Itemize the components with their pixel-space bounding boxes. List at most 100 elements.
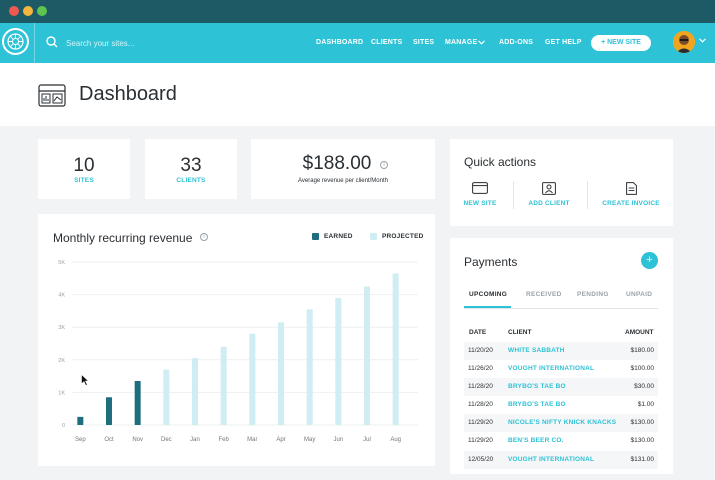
window-titlebar <box>0 0 715 23</box>
quick-action-add-client[interactable]: ADD CLIENT <box>509 179 589 207</box>
projected-bar[interactable] <box>192 358 198 425</box>
table-row[interactable]: 11/28/20 BRYBO'S TAE BO $1.00 <box>464 396 658 414</box>
mrr-bar-chart: 0 1K 2K 3K 4K 5K Sep Oct Nov Dec Jan Feb Mar Apr May Ju… <box>58 260 418 443</box>
browser-window-icon <box>472 182 488 194</box>
mrr-title: Monthly recurring revenue <box>53 231 193 245</box>
row-client-link[interactable]: BEN'S BEER CO. <box>508 437 564 444</box>
x-tick-label: Feb <box>218 437 229 443</box>
table-row[interactable]: 11/26/20 VOUGHT INTERNATIONAL $100.00 <box>464 360 658 378</box>
x-tick-label: Jun <box>333 437 343 443</box>
add-payment-button[interactable]: + <box>641 252 658 269</box>
row-client-link[interactable]: NICOLE'S NIFTY KNICK KNACKS <box>508 419 617 426</box>
column-header-client: CLIENT <box>508 329 532 336</box>
x-tick-label: Jul <box>363 437 371 443</box>
row-date: 11/20/20 <box>468 347 493 354</box>
nav-manage[interactable]: MANAGE <box>445 39 478 46</box>
projected-bar[interactable] <box>278 322 284 425</box>
account-chevron-down-icon[interactable] <box>699 38 706 43</box>
x-tick-label: Aug <box>390 437 401 443</box>
row-amount: $130.00 <box>630 437 655 444</box>
table-row[interactable]: 11/28/20 BRYBO'S TAE BO $30.00 <box>464 378 658 396</box>
average-revenue-label: Average revenue per client/Month <box>298 178 388 184</box>
nav-sites[interactable]: SITES <box>413 39 435 46</box>
table-row[interactable]: 12/05/20 VOUGHT INTERNATIONAL $131.00 <box>464 451 658 469</box>
y-tick-label: 2K <box>58 358 65 364</box>
nav-get-help[interactable]: GET HELP <box>545 39 582 46</box>
tab-unpaid[interactable]: UNPAID <box>626 291 653 298</box>
app-logo[interactable] <box>2 28 29 55</box>
close-window-button[interactable] <box>9 6 19 16</box>
row-date: 11/26/20 <box>468 365 493 372</box>
row-client-link[interactable]: VOUGHT INTERNATIONAL <box>508 456 595 463</box>
projected-bar[interactable] <box>306 309 313 425</box>
quick-action-divider <box>513 181 514 209</box>
search-input[interactable] <box>66 36 216 50</box>
search-icon[interactable] <box>46 36 58 48</box>
mrr-chart-card: Monthly recurring revenue i EARNED PROJE… <box>38 214 435 466</box>
page-header: Dashboard <box>0 63 715 126</box>
projected-bar[interactable] <box>163 369 170 425</box>
clients-count: 33 <box>180 155 202 176</box>
row-client-link[interactable]: BRYBO'S TAE BO <box>508 383 566 390</box>
invoice-icon <box>625 182 637 195</box>
quick-action-create-invoice-label: CREATE INVOICE <box>602 200 660 207</box>
dashboard-icon <box>38 84 66 107</box>
avatar[interactable] <box>673 31 695 53</box>
projected-bar[interactable] <box>392 273 399 425</box>
earned-bar[interactable] <box>77 416 84 425</box>
user-card-icon <box>542 182 556 195</box>
nav-dashboard[interactable]: DASHBOARD <box>316 39 364 46</box>
tab-upcoming[interactable]: UPCOMING <box>469 291 508 298</box>
new-site-button[interactable]: + NEW SITE <box>591 35 651 51</box>
row-amount: $130.00 <box>630 419 655 426</box>
table-row[interactable]: 11/29/20 BEN'S BEER CO. $130.00 <box>464 432 658 450</box>
revenue-info-icon[interactable]: i <box>380 161 388 169</box>
row-amount: $131.00 <box>630 456 655 463</box>
manage-chevron-down-icon <box>478 40 485 45</box>
row-client-link[interactable]: VOUGHT INTERNATIONAL <box>508 365 595 372</box>
minimize-window-button[interactable] <box>23 6 33 16</box>
quick-action-create-invoice[interactable]: CREATE INVOICE <box>591 179 671 207</box>
row-client-link[interactable]: BRYBO'S TAE BO <box>508 401 566 408</box>
sites-stat-card[interactable]: 10 SITES <box>38 139 130 199</box>
row-amount: $180.00 <box>630 347 655 354</box>
projected-bar[interactable] <box>364 286 370 425</box>
x-tick-label: Apr <box>276 437 285 443</box>
quick-action-divider <box>587 181 588 209</box>
earned-legend-label: EARNED <box>324 233 353 240</box>
row-date: 11/29/20 <box>468 437 493 444</box>
tab-pending[interactable]: PENDING <box>577 291 609 298</box>
earned-bar[interactable] <box>134 380 141 425</box>
projected-bar[interactable] <box>249 333 256 425</box>
mouse-cursor-icon <box>81 374 89 386</box>
y-tick-label: 3K <box>58 325 65 331</box>
column-header-amount: AMOUNT <box>625 329 654 336</box>
projected-bar[interactable] <box>220 346 227 425</box>
x-tick-label: Sep <box>75 437 86 443</box>
sites-label: SITES <box>74 177 94 184</box>
y-tick-label: 0 <box>62 423 65 429</box>
table-row[interactable]: 11/20/20 WHITE SABBATH $180.00 <box>464 342 658 360</box>
table-row[interactable]: 11/29/20 NICOLE'S NIFTY KNICK KNACKS $13… <box>464 414 658 432</box>
projected-legend-swatch <box>370 233 377 240</box>
y-tick-label: 5K <box>58 260 65 266</box>
row-client-link[interactable]: WHITE SABBATH <box>508 347 565 354</box>
quick-action-new-site[interactable]: NEW SITE <box>440 179 520 207</box>
x-tick-label: Mar <box>247 437 257 443</box>
maximize-window-button[interactable] <box>37 6 47 16</box>
quick-actions-title: Quick actions <box>464 155 537 169</box>
quick-actions-card: Quick actions NEW SITE ADD CLIENT <box>450 139 673 226</box>
row-date: 11/28/20 <box>468 401 493 408</box>
clients-stat-card[interactable]: 33 CLIENTS <box>145 139 237 199</box>
nav-clients[interactable]: CLIENTS <box>371 39 403 46</box>
quick-action-add-client-label: ADD CLIENT <box>528 200 570 207</box>
projected-legend-label: PROJECTED <box>382 233 424 240</box>
row-date: 11/29/20 <box>468 419 493 426</box>
active-tab-indicator <box>464 306 511 308</box>
earned-bar[interactable] <box>106 397 112 425</box>
projected-bar[interactable] <box>335 297 342 425</box>
clients-label: CLIENTS <box>176 177 206 184</box>
mrr-info-icon[interactable]: i <box>200 233 208 241</box>
tab-received[interactable]: RECEIVED <box>526 291 562 298</box>
nav-add-ons[interactable]: ADD-ONS <box>499 39 534 46</box>
